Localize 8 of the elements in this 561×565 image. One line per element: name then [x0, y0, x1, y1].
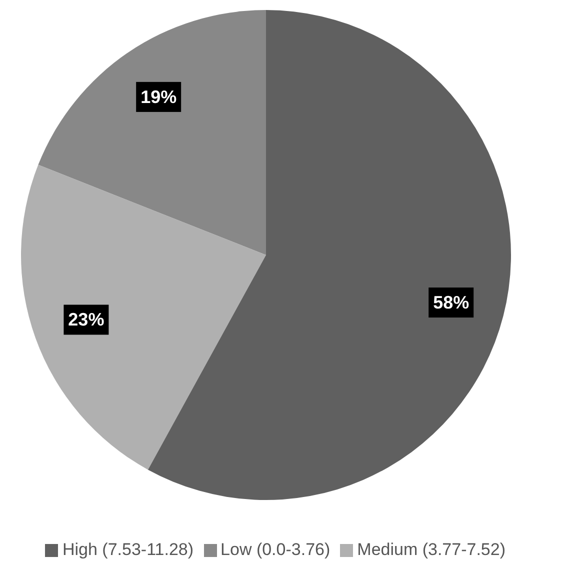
legend-label: High (7.53-11.28): [62, 540, 194, 559]
data-label: 58%: [433, 292, 470, 313]
pie-slice: [38, 10, 266, 255]
data-label: 19%: [140, 86, 177, 107]
legend-label: Medium (3.77-7.52): [357, 540, 506, 559]
data-label: 23%: [68, 310, 104, 330]
pie-slice: [21, 164, 266, 470]
legend-label: Low (0.0-3.76): [220, 540, 330, 559]
